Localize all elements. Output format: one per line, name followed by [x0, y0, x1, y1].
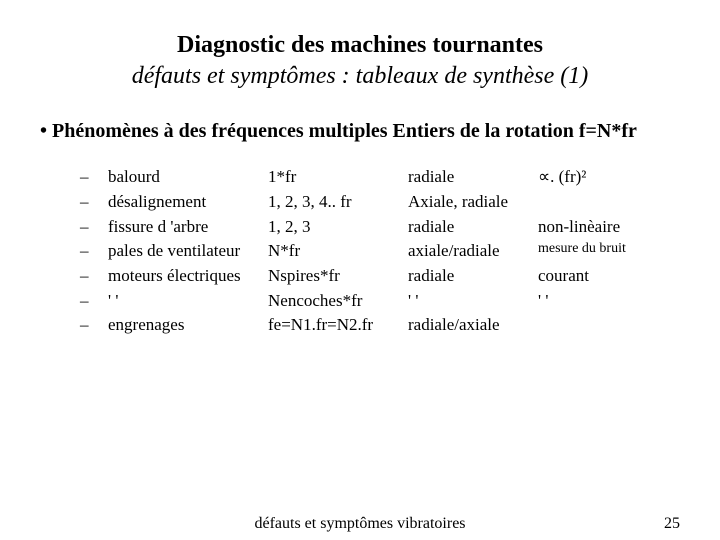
- frequency: 1, 2, 3: [268, 215, 408, 240]
- page-number: 25: [664, 515, 680, 533]
- defect-name: balourd: [108, 165, 268, 190]
- defect-name: engrenages: [108, 313, 268, 338]
- note: courant: [538, 264, 680, 289]
- row-dash: –: [80, 239, 108, 264]
- row-dash: –: [80, 215, 108, 240]
- defect-name: pales de ventilateur: [108, 239, 268, 264]
- note: ∝. (fr)²: [538, 165, 680, 190]
- row-dash: –: [80, 190, 108, 215]
- frequency: Nencoches*fr: [268, 289, 408, 314]
- row-dash: –: [80, 165, 108, 190]
- row-dash: –: [80, 289, 108, 314]
- note: non-linèaire: [538, 215, 680, 240]
- direction: radiale: [408, 165, 538, 190]
- direction: axiale/radiale: [408, 239, 538, 264]
- note: ' ': [538, 289, 680, 314]
- frequency: N*fr: [268, 239, 408, 264]
- note: mesure du bruit: [538, 239, 680, 264]
- direction: radiale/axiale: [408, 313, 538, 338]
- section-heading: Phénomènes à des fréquences multiples En…: [40, 120, 680, 143]
- direction: Axiale, radiale: [408, 190, 538, 215]
- defects-table: – balourd 1*fr radiale ∝. (fr)² – désali…: [80, 165, 680, 337]
- defect-name: fissure d 'arbre: [108, 215, 268, 240]
- note: [538, 190, 680, 215]
- defect-name: moteurs électriques: [108, 264, 268, 289]
- frequency: 1, 2, 3, 4.. fr: [268, 190, 408, 215]
- defect-name: désalignement: [108, 190, 268, 215]
- footer-text: défauts et symptômes vibratoires: [254, 515, 465, 533]
- frequency: 1*fr: [268, 165, 408, 190]
- direction: radiale: [408, 264, 538, 289]
- frequency: fe=N1.fr=N2.fr: [268, 313, 408, 338]
- title-line-2: défauts et symptômes : tableaux de synth…: [40, 61, 680, 92]
- title-line-1: Diagnostic des machines tournantes: [40, 30, 680, 61]
- note: [538, 313, 680, 338]
- slide: Diagnostic des machines tournantes défau…: [0, 0, 720, 540]
- slide-title: Diagnostic des machines tournantes défau…: [40, 30, 680, 92]
- row-dash: –: [80, 313, 108, 338]
- direction: radiale: [408, 215, 538, 240]
- frequency: Nspires*fr: [268, 264, 408, 289]
- defect-name: ' ': [108, 289, 268, 314]
- direction: ' ': [408, 289, 538, 314]
- row-dash: –: [80, 264, 108, 289]
